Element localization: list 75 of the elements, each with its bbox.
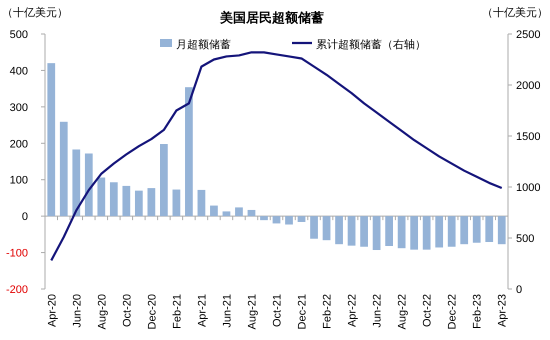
y-tick-label: -200 — [6, 284, 28, 296]
bar — [97, 178, 106, 216]
y2-tick-label: 1500 — [516, 131, 540, 143]
bar — [248, 210, 256, 216]
x-tick-label: Apr-21 — [196, 294, 208, 328]
x-tick-label: Feb-22 — [322, 294, 334, 329]
bar — [147, 188, 156, 216]
bar — [172, 190, 180, 216]
y2-tick-label: 0 — [516, 284, 522, 296]
y-tick-label: 0 — [22, 211, 28, 224]
x-tick-label: Jun-22 — [372, 294, 384, 328]
bar — [410, 216, 418, 250]
bar — [198, 190, 206, 216]
y-tick-label: -100 — [6, 248, 28, 260]
bar — [47, 63, 56, 216]
bar — [84, 153, 93, 216]
bar — [448, 216, 456, 247]
bar — [472, 216, 481, 243]
y2-tick-label: 2000 — [516, 80, 540, 92]
x-tick-label: Aug-20 — [96, 294, 108, 330]
x-tick-label: Oct-20 — [121, 294, 134, 328]
bar — [122, 186, 130, 216]
x-tick-label: Apr-23 — [496, 294, 509, 328]
bar — [72, 149, 80, 216]
chart-title: 美国居民超额储蓄 — [219, 10, 324, 25]
bar — [435, 216, 444, 248]
x-tick-label: Feb-23 — [472, 294, 484, 329]
y2-tick-label: 1000 — [516, 182, 540, 194]
bar — [460, 216, 468, 244]
x-tick-label: Jun-21 — [221, 294, 234, 328]
x-tick-label: Dec-20 — [146, 294, 158, 330]
bar — [185, 87, 193, 216]
y-tick-label: 300 — [10, 102, 28, 114]
bar — [298, 216, 306, 222]
legend-label: 累计超额储蓄（右轴） — [316, 38, 426, 51]
x-tick-label: Dec-21 — [296, 294, 309, 330]
y2-tick-label: 500 — [516, 233, 534, 245]
bar — [310, 216, 318, 239]
y-axis-title: （十亿美元） — [2, 6, 68, 19]
bar — [322, 216, 330, 240]
y-tick-label: 400 — [10, 65, 28, 78]
bar — [272, 216, 280, 224]
x-tick-label: Apr-22 — [346, 294, 359, 328]
bar — [498, 216, 506, 244]
y-tick-label: 500 — [10, 29, 28, 41]
bar — [398, 216, 406, 248]
x-tick-label: Aug-22 — [396, 294, 409, 330]
bar — [134, 190, 143, 216]
bar — [260, 216, 268, 220]
y2-tick-label: 2500 — [516, 29, 540, 41]
y-tick-label: 200 — [10, 138, 28, 150]
x-tick-label: Aug-21 — [246, 294, 258, 330]
bar — [110, 182, 118, 216]
x-tick-label: Dec-22 — [446, 294, 459, 330]
x-tick-label: Oct-21 — [272, 294, 284, 328]
bar — [335, 216, 343, 244]
bar — [160, 144, 168, 216]
bar — [422, 216, 431, 250]
bar — [385, 216, 393, 246]
legend-label: 月超额储蓄 — [176, 38, 231, 51]
y-tick-label: 100 — [10, 174, 28, 187]
bar — [485, 216, 494, 242]
y2-axis-title: （十亿美元） — [482, 6, 548, 19]
x-tick-label: Jun-20 — [71, 294, 84, 328]
bar — [222, 211, 230, 216]
bar — [60, 122, 68, 216]
bar — [210, 206, 218, 216]
bar — [360, 216, 368, 247]
bar — [348, 216, 356, 246]
bar — [285, 216, 293, 225]
x-tick-label: Feb-21 — [171, 294, 184, 329]
x-tick-label: Oct-22 — [422, 294, 434, 328]
bar — [372, 216, 380, 250]
bar — [235, 207, 243, 216]
x-tick-label: Apr-20 — [46, 294, 58, 328]
